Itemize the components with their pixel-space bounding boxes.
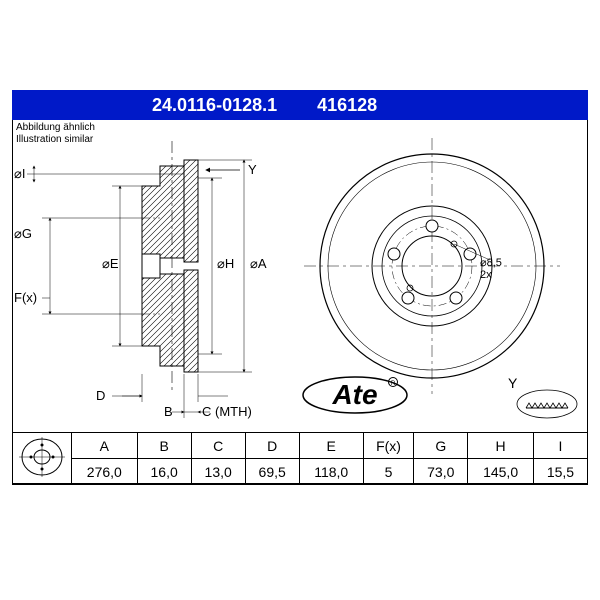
detail-Y: Y (508, 374, 578, 427)
th-H: H (468, 433, 534, 459)
tv-E: 118,0 (299, 459, 363, 485)
th-B: B (137, 433, 191, 459)
th-F: F(x) (363, 433, 414, 459)
label-diameter-H: ⌀H (217, 256, 234, 271)
disc-icon-cell (13, 433, 72, 485)
th-E: E (299, 433, 363, 459)
logo-text: Ate (331, 379, 377, 410)
th-G: G (414, 433, 468, 459)
label-Fx: F(x) (14, 290, 37, 305)
label-D: D (96, 388, 105, 403)
label-hole-dia: ⌀8,5 (480, 257, 502, 269)
tv-F: 5 (363, 459, 414, 485)
spec-table: A B C D E F(x) G H I 276,0 16,0 13,0 69,… (12, 432, 588, 485)
part-number-long: 24.0116-0128.1 (152, 95, 277, 116)
detail-Y-label: Y (508, 375, 518, 391)
tv-I: 15,5 (533, 459, 587, 485)
label-diameter-I: ⌀I (14, 166, 25, 181)
tv-A: 276,0 (72, 459, 138, 485)
header-bar: 24.0116-0128.1 416128 (12, 90, 588, 120)
th-D: D (245, 433, 299, 459)
label-Y: Y (248, 162, 257, 177)
label-diameter-A: ⌀A (250, 256, 267, 271)
tv-B: 16,0 (137, 459, 191, 485)
ate-logo: Ate R (300, 370, 410, 420)
tv-H: 145,0 (468, 459, 534, 485)
table-header-row: A B C D E F(x) G H I (13, 433, 588, 459)
label-C: C (MTH) (202, 404, 252, 419)
th-C: C (191, 433, 245, 459)
table-value-row: 276,0 16,0 13,0 69,5 118,0 5 73,0 145,0 … (13, 459, 588, 485)
tv-G: 73,0 (414, 459, 468, 485)
svg-text:R: R (391, 381, 396, 387)
th-A: A (72, 433, 138, 459)
th-I: I (533, 433, 587, 459)
tv-C: 13,0 (191, 459, 245, 485)
part-number-short: 416128 (317, 95, 377, 116)
front-view: ⌀8,5 2x (304, 138, 560, 394)
label-B: B (164, 404, 173, 419)
label-diameter-E: ⌀E (102, 256, 119, 271)
disc-icon (17, 435, 67, 479)
caption-de: Abbildung ähnlich (16, 122, 95, 134)
label-hole-qty: 2x (480, 269, 492, 281)
section-view: ⌀I ⌀G ⌀E F(x) ⌀H ⌀A Y D (14, 141, 267, 419)
tv-D: 69,5 (245, 459, 299, 485)
label-diameter-G: ⌀G (14, 226, 32, 241)
